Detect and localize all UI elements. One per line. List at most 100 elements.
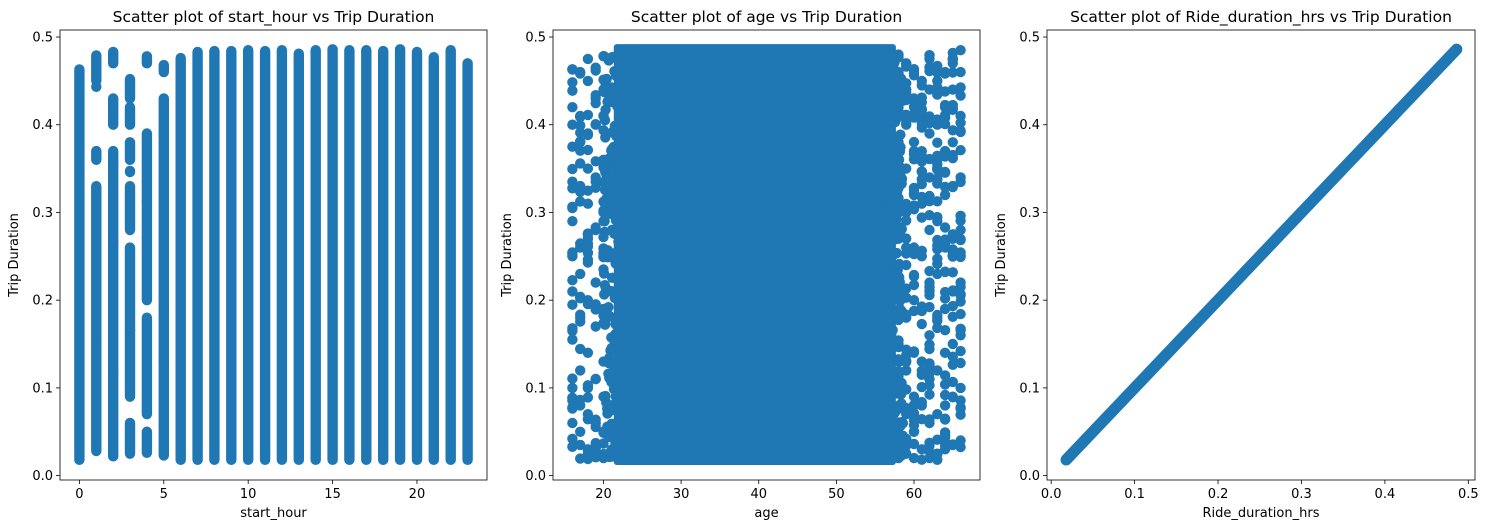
data-point (901, 248, 912, 259)
data-point (947, 99, 958, 111)
data-point (924, 301, 935, 313)
data-point (939, 167, 951, 178)
data-point (916, 166, 927, 177)
data-point (590, 414, 601, 425)
y-tick-label: 0.4 (1019, 118, 1040, 133)
x-tick-label: 0.0 (1041, 487, 1062, 502)
data-point (893, 335, 904, 346)
data-point (947, 84, 958, 95)
x-tick-label: 20 (595, 487, 612, 502)
x-axis-label: age (754, 506, 778, 521)
data-point (614, 276, 625, 287)
data-point (932, 211, 943, 223)
data-point (955, 234, 966, 246)
x-tick-label: 0.5 (1458, 487, 1479, 502)
data-point (158, 304, 169, 315)
data-column-hour-3 (124, 242, 136, 402)
data-point (616, 129, 627, 140)
data-point (924, 367, 935, 379)
data-point (567, 275, 578, 286)
data-point (924, 190, 935, 202)
data-point (567, 163, 578, 175)
data-point (924, 65, 935, 77)
data-point (924, 380, 935, 391)
y-tick-label: 0.3 (525, 206, 546, 221)
data-point (932, 449, 943, 460)
data-point (567, 286, 578, 297)
data-point (598, 110, 609, 122)
data-point (582, 185, 594, 196)
data-point (616, 395, 627, 407)
markers (1060, 43, 1463, 466)
data-point (916, 245, 927, 256)
data-point (932, 234, 943, 246)
x-axis-label: start_hour (240, 506, 307, 521)
data-point (893, 369, 904, 381)
data-point (916, 191, 927, 203)
data-point (947, 67, 958, 78)
data-column-hour-21 (428, 51, 439, 466)
data-point (108, 366, 119, 377)
data-point (901, 344, 912, 355)
data-point (590, 373, 601, 385)
data-point (582, 445, 594, 456)
data-point (598, 74, 609, 85)
data-point (598, 51, 609, 62)
data-column-hour-15 (327, 44, 338, 466)
data-point (932, 365, 943, 376)
data-point (590, 119, 601, 130)
data-point (908, 415, 920, 426)
y-tick-label: 0.0 (1019, 469, 1040, 484)
data-point (947, 181, 958, 193)
data-point (908, 200, 920, 211)
data-point (598, 438, 609, 449)
data-point (590, 222, 601, 233)
data-point (955, 409, 966, 420)
data-point (582, 75, 594, 87)
data-point (939, 181, 951, 193)
data-point (567, 433, 578, 444)
data-point (567, 395, 578, 406)
data-point (916, 80, 927, 91)
data-point (908, 70, 920, 81)
chart-title: Scatter plot of age vs Trip Duration (631, 8, 902, 26)
dense-point-cluster (613, 44, 896, 466)
chart-title: Scatter plot of Ride_duration_hrs vs Tri… (1070, 8, 1452, 27)
data-point (947, 300, 958, 312)
data-point (108, 235, 119, 247)
data-point (567, 403, 578, 414)
data-point (615, 205, 626, 216)
data-point (955, 441, 966, 453)
data-point (567, 216, 578, 227)
data-point (141, 176, 153, 187)
data-column-hour-0 (74, 64, 85, 466)
data-point (887, 324, 898, 336)
data-point (590, 90, 601, 101)
data-point (955, 357, 966, 369)
data-point (567, 323, 578, 334)
x-tick-label: 0.4 (1375, 487, 1396, 502)
data-column-hour-5 (158, 93, 169, 461)
data-point (598, 264, 609, 275)
y-tick-label: 0.2 (1019, 294, 1040, 309)
data-point (598, 84, 609, 95)
data-point (582, 228, 594, 239)
x-tick-label: 10 (240, 487, 257, 502)
data-point (602, 408, 613, 419)
data-point (901, 163, 912, 174)
data-point (939, 266, 951, 277)
data-point (91, 445, 102, 457)
data-point (598, 427, 609, 438)
data-point (893, 382, 904, 394)
data-point (947, 439, 958, 450)
y-tick-label: 0.0 (32, 469, 53, 484)
data-point (598, 205, 609, 216)
data-point (947, 359, 958, 370)
data-point (582, 53, 594, 65)
data-point (567, 299, 578, 310)
x-tick-label: 20 (409, 487, 426, 502)
data-point (567, 382, 578, 394)
data-point (955, 308, 966, 320)
data-point (955, 82, 966, 93)
data-point (932, 268, 943, 280)
